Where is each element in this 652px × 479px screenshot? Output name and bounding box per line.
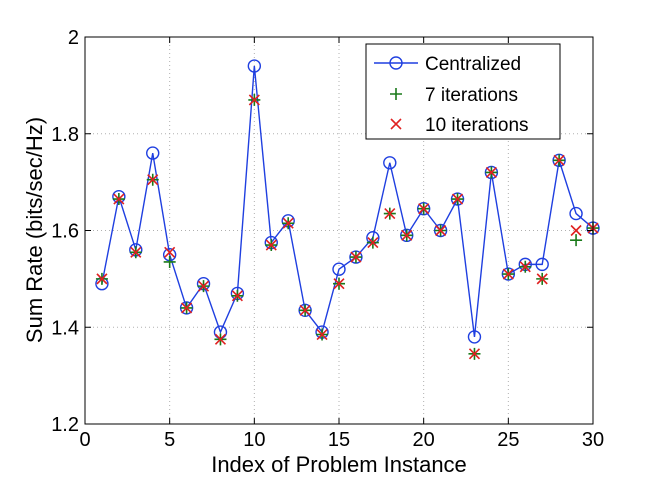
- x-tick-label: 5: [164, 429, 175, 451]
- series-3-point: [350, 251, 362, 263]
- x-tick-label: 30: [582, 429, 604, 451]
- series-3-point: [468, 348, 481, 360]
- series-3: [96, 94, 599, 360]
- series-3-point: [485, 166, 497, 179]
- series-3-point: [384, 208, 396, 220]
- legend-entry-1: Centralized: [374, 54, 521, 75]
- legend-label: 10 iterations: [425, 115, 529, 136]
- y-tick-label: 2: [68, 27, 79, 49]
- y-tick-label: 1.2: [51, 414, 79, 436]
- series-1-point: [332, 262, 346, 276]
- series-3-point: [299, 304, 311, 316]
- x-tick-label: 25: [497, 429, 519, 451]
- series-3-point: [418, 203, 430, 215]
- series-3-point: [553, 154, 565, 166]
- series-3-point: [401, 229, 413, 241]
- series-layer: [95, 59, 600, 360]
- x-axis-label: Index of Problem Instance: [211, 452, 467, 477]
- series-1-point: [247, 59, 262, 73]
- series-3-point: [147, 174, 159, 186]
- legend-label: 7 iterations: [425, 85, 518, 106]
- series-3-point: [113, 193, 125, 205]
- y-axis-label: Sum Rate (bits/sec/Hz): [22, 117, 47, 343]
- series-3-point: [265, 239, 277, 251]
- series-3-point: [316, 328, 328, 341]
- series-3-point: [96, 273, 108, 285]
- series-3-point: [519, 261, 531, 273]
- series-1-point: [467, 330, 482, 344]
- series-3-point: [181, 302, 193, 314]
- legend-box: [365, 43, 561, 140]
- series-3-point: [536, 273, 548, 285]
- y-tick-label: 1.8: [51, 124, 79, 146]
- legend-entry-3: 10 iterations: [390, 115, 529, 136]
- x-tick-label: 15: [328, 429, 350, 451]
- series-1-line: [101, 65, 594, 338]
- legend-marker: [390, 88, 402, 100]
- series-3-point: [451, 193, 464, 205]
- x-tick-label: 0: [79, 429, 90, 451]
- series-3-point: [367, 237, 379, 249]
- y-tick-label: 1.4: [51, 317, 79, 339]
- series-3-point: [333, 278, 345, 290]
- ticks: [84, 36, 594, 425]
- legend-entries: Centralized 7 iterations 10 iterations: [374, 54, 529, 136]
- series-1-point: [146, 146, 160, 160]
- series-1-point: [535, 257, 549, 272]
- legend-entry-2: 7 iterations: [390, 85, 518, 106]
- series-3-point: [248, 94, 260, 106]
- series-3-point: [502, 268, 514, 280]
- series-3-point: [197, 280, 210, 292]
- x-tick-label: 10: [243, 429, 265, 451]
- legend-label: Centralized: [425, 54, 521, 75]
- x-tick-label: 20: [413, 429, 435, 451]
- series-1-point: [569, 206, 583, 221]
- tick-labels: 0 5 10 15 20 25 30 1.2 1.4 1.6 1.8 2: [51, 27, 604, 451]
- series-3-point: [164, 246, 176, 258]
- series-2-point: [570, 234, 583, 247]
- series-3-point: [435, 224, 447, 237]
- legend-marker: [389, 56, 403, 70]
- legend-marker: [390, 118, 402, 130]
- series-2-point: [163, 255, 176, 268]
- series-3-point: [282, 217, 294, 229]
- series-1-point: [383, 156, 397, 170]
- legend: Centralized 7 iterations 10 iterations: [365, 43, 561, 140]
- series-3-point: [130, 246, 142, 258]
- y-tick-label: 1.6: [51, 221, 79, 243]
- series-3-point: [231, 290, 243, 302]
- series-3-point: [570, 224, 582, 237]
- series-3-point: [214, 333, 227, 345]
